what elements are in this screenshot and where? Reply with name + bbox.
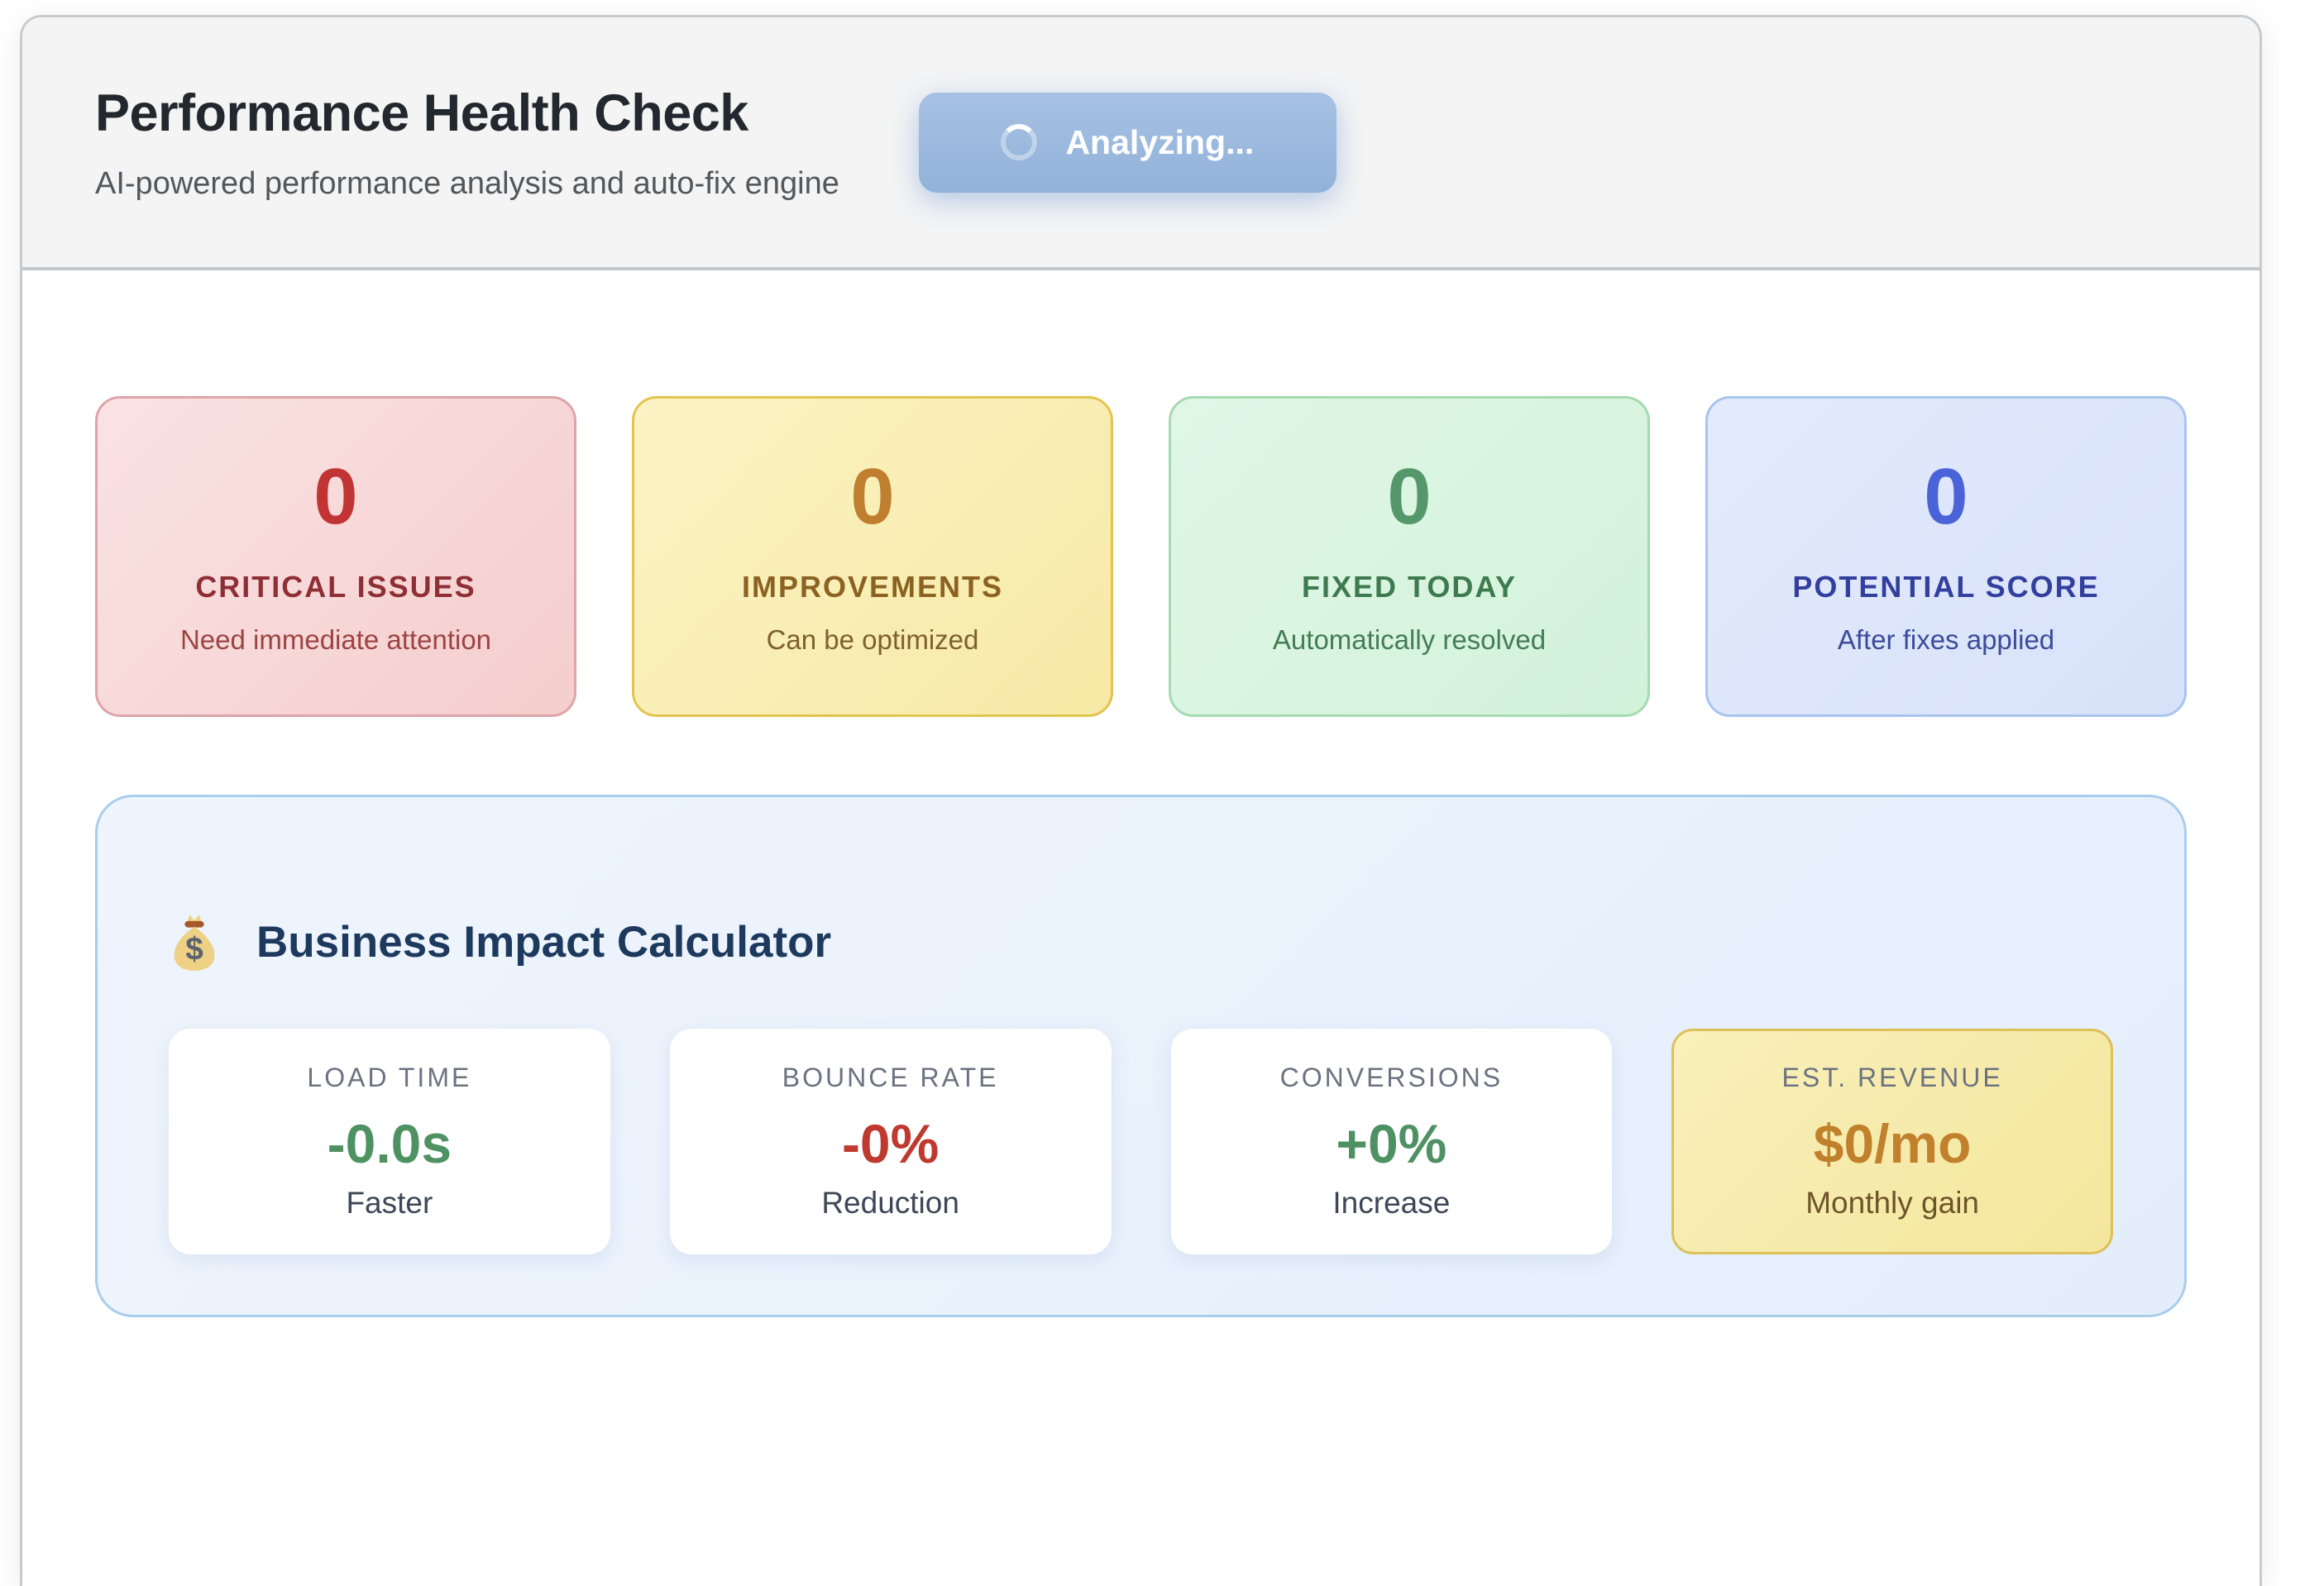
stat-value: 0 bbox=[1924, 452, 1968, 541]
metric-card-bounce-rate: BOUNCE RATE -0% Reduction bbox=[669, 1029, 1112, 1254]
metric-label: BOUNCE RATE bbox=[782, 1063, 999, 1092]
health-check-panel: Performance Health Check AI-powered perf… bbox=[20, 15, 2262, 1586]
stat-description: Need immediate attention bbox=[179, 624, 492, 655]
metric-label: CONVERSIONS bbox=[1279, 1063, 1504, 1092]
metric-card-est-revenue: EST. REVENUE $0/mo Monthly gain bbox=[1671, 1029, 2113, 1254]
stat-description: Automatically resolved bbox=[1272, 624, 1547, 655]
stat-value: 0 bbox=[1387, 452, 1432, 541]
stat-label: IMPROVEMENTS bbox=[741, 570, 1004, 604]
header-text-block: Performance Health Check AI-powered perf… bbox=[95, 84, 839, 202]
page-subtitle: AI-powered performance analysis and auto… bbox=[95, 165, 839, 201]
metric-card-load-time: LOAD TIME -0.0s Faster bbox=[169, 1029, 610, 1254]
metric-label: LOAD TIME bbox=[307, 1063, 472, 1092]
svg-text:$: $ bbox=[185, 931, 203, 967]
metric-description: Monthly gain bbox=[1805, 1186, 1980, 1220]
analyze-button[interactable]: Analyzing... bbox=[918, 92, 1337, 193]
metric-description: Reduction bbox=[821, 1186, 959, 1220]
stat-card-critical-issues: 0 CRITICAL ISSUES Need immediate attenti… bbox=[95, 396, 576, 717]
stat-card-improvements: 0 IMPROVEMENTS Can be optimized bbox=[632, 396, 1113, 717]
stat-card-potential-score: 0 POTENTIAL SCORE After fixes applied bbox=[1705, 396, 2187, 717]
stat-label: FIXED TODAY bbox=[1301, 570, 1518, 604]
stat-label: CRITICAL ISSUES bbox=[195, 570, 476, 604]
analyze-button-label: Analyzing... bbox=[1065, 122, 1255, 161]
metric-value: +0% bbox=[1336, 1113, 1447, 1174]
metric-label: EST. REVENUE bbox=[1781, 1063, 2003, 1092]
metric-description: Faster bbox=[346, 1186, 433, 1220]
panel-content: 0 CRITICAL ISSUES Need immediate attenti… bbox=[22, 270, 2259, 1317]
impact-metrics-grid: LOAD TIME -0.0s Faster BOUNCE RATE -0% R… bbox=[169, 1029, 2113, 1254]
stat-label: POTENTIAL SCORE bbox=[1792, 570, 2100, 604]
metric-value: $0/mo bbox=[1813, 1113, 1972, 1174]
impact-title: Business Impact Calculator bbox=[256, 917, 832, 967]
page-title: Performance Health Check bbox=[95, 84, 748, 142]
stat-value: 0 bbox=[313, 452, 358, 541]
metric-value: -0% bbox=[841, 1113, 940, 1174]
loading-spinner-icon bbox=[1001, 124, 1038, 160]
panel-header: Performance Health Check AI-powered perf… bbox=[22, 17, 2259, 270]
stat-description: Can be optimized bbox=[766, 624, 979, 655]
business-impact-section: $ Business Impact Calculator LOAD TIME -… bbox=[95, 795, 2187, 1317]
stat-value: 0 bbox=[850, 452, 895, 541]
stat-description: After fixes applied bbox=[1837, 624, 2055, 655]
money-bag-icon: $ bbox=[174, 915, 215, 971]
stat-card-fixed-today: 0 FIXED TODAY Automatically resolved bbox=[1169, 396, 1650, 717]
metric-description: Increase bbox=[1332, 1186, 1451, 1220]
impact-title-row: $ Business Impact Calculator bbox=[169, 913, 2113, 971]
stats-row: 0 CRITICAL ISSUES Need immediate attenti… bbox=[95, 396, 2187, 717]
metric-value: -0.0s bbox=[327, 1113, 452, 1174]
metric-card-conversions: CONVERSIONS +0% Increase bbox=[1170, 1029, 1613, 1254]
